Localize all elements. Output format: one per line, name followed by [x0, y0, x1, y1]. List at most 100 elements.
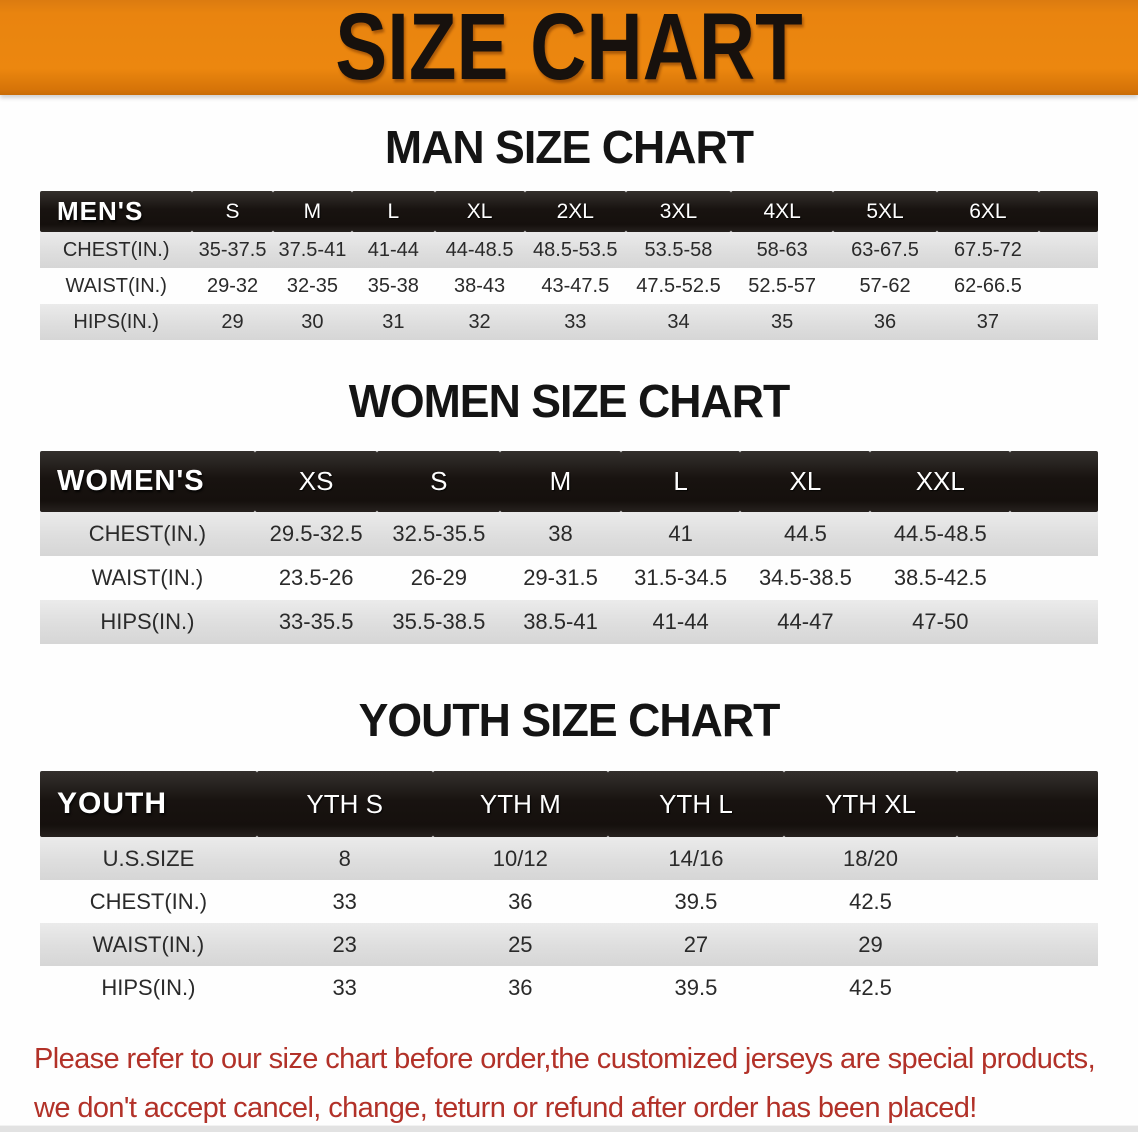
- size-value-cell: 23: [256, 923, 433, 966]
- size-value-cell: 33: [332, 974, 357, 1000]
- table-row: CHEST(IN.) 33 36 39.5 42.5: [40, 880, 1098, 923]
- table-row: CHEST(IN.) 35-37.5 37.5-41 41-44 44-48.5…: [40, 232, 1098, 268]
- size-column-header: L: [620, 451, 741, 512]
- size-value-cell: 62-66.5: [953, 274, 1022, 297]
- size-column-header: S: [377, 451, 501, 512]
- women-section: WOMEN SIZE CHART WOMEN'S XS S M L XL XXL: [0, 376, 1138, 644]
- size-value-cell: 52.5-57: [748, 274, 817, 297]
- size-value-cell: 34: [626, 304, 731, 340]
- row-label: HIPS(IN.): [40, 304, 193, 340]
- size-value-cell: 35.5-38.5: [377, 600, 501, 644]
- table-row: CHEST(IN.) 29.5-32.5 32.5-35.5 38 41 44.…: [40, 512, 1098, 556]
- filler-cell: [957, 966, 1098, 1009]
- table-row: WAIST(IN.) 23.5-26 26-29 29-31.5 31.5-34…: [40, 556, 1098, 600]
- youth-header-label: YOUTH: [40, 771, 257, 837]
- size-value-cell: 25: [432, 923, 609, 966]
- size-column-header: 3XL: [626, 191, 731, 232]
- table-row: U.S.SIZE 8 10/12 14/16 18/20: [40, 837, 1098, 880]
- size-value-cell: 29.5-32.5: [254, 512, 378, 556]
- disclaimer-line-2: we don't accept cancel, change, teturn o…: [34, 1092, 977, 1124]
- size-value-cell: 18/20: [783, 837, 958, 880]
- size-value-cell: 36: [508, 888, 533, 914]
- size-value-cell: 36: [508, 974, 533, 1000]
- table-row: HIPS(IN.) 29 30 31 32 33 34 35 36 37: [40, 304, 1098, 340]
- size-value-cell: 27: [608, 923, 784, 966]
- mens-size-table: MEN'S S M L XL 2XL 3XL 4XL 5XL 6XL CHEST…: [40, 191, 1098, 340]
- size-value-cell: 32-35: [286, 274, 338, 297]
- row-label: CHEST(IN.): [40, 232, 193, 268]
- size-value-cell: 26-29: [410, 565, 467, 590]
- table-row: WAIST(IN.) 29-32 32-35 35-38 38-43 43-47…: [40, 268, 1098, 304]
- size-value-cell: 44.5-48.5: [870, 512, 1011, 556]
- size-value-cell: 47-50: [870, 600, 1011, 644]
- size-column-header: YTH L: [608, 771, 784, 837]
- size-value-cell: 39.5: [674, 974, 718, 1000]
- size-value-cell: 34.5-38.5: [758, 565, 852, 590]
- size-value-cell: 33: [332, 888, 357, 914]
- table-row: HIPS(IN.) 33-35.5 35.5-38.5 38.5-41 41-4…: [40, 600, 1098, 644]
- filler-cell: [957, 880, 1098, 923]
- size-value-cell: 42.5: [849, 974, 892, 1000]
- youth-section: YOUTH SIZE CHART YOUTH YTH S YTH M YTH L…: [0, 695, 1138, 1009]
- size-value-cell: 32.5-35.5: [377, 512, 501, 556]
- size-column-header: S: [192, 191, 273, 232]
- filler-cell: [1039, 268, 1098, 304]
- size-column-header: L: [352, 191, 435, 232]
- size-value-cell: 48.5-53.5: [524, 232, 627, 268]
- size-column-header: 5XL: [833, 191, 937, 232]
- size-value-cell: 41-44: [352, 232, 435, 268]
- size-column-header: XL: [434, 191, 525, 232]
- row-label: WAIST(IN.): [40, 923, 257, 966]
- womens-header-label: WOMEN'S: [40, 451, 255, 512]
- size-value-cell: 29-32: [206, 274, 259, 297]
- youth-header-row: YOUTH YTH S YTH M YTH L YTH XL: [40, 771, 1098, 837]
- mens-header-label: MEN'S: [40, 191, 193, 232]
- size-value-cell: 42.5: [849, 888, 892, 914]
- size-value-cell: 38.5-41: [500, 600, 621, 644]
- size-value-cell: 58-63: [730, 232, 834, 268]
- size-column-header: XXL: [870, 451, 1011, 512]
- youth-size-table: YOUTH YTH S YTH M YTH L YTH XL U.S.SIZE …: [40, 771, 1098, 1009]
- size-value-cell: 37.5-41: [272, 232, 353, 268]
- women-section-title: WOMEN SIZE CHART: [348, 375, 791, 427]
- size-value-cell: 29: [783, 923, 958, 966]
- men-section: MAN SIZE CHART MEN'S S M L XL 2XL 3XL 4X…: [0, 122, 1138, 340]
- size-value-cell: 67.5-72: [936, 232, 1040, 268]
- table-row: WAIST(IN.) 23 25 27 29: [40, 923, 1098, 966]
- size-value-cell: 39.5: [674, 888, 718, 914]
- filler-cell: [1010, 512, 1098, 556]
- size-value-cell: 41-44: [620, 600, 741, 644]
- filler-cell: [1039, 304, 1098, 340]
- size-value-cell: 35-38: [367, 274, 419, 297]
- size-value-cell: 37: [936, 304, 1040, 340]
- size-value-cell: 63-67.5: [833, 232, 937, 268]
- filler-cell: [1010, 600, 1098, 644]
- size-value-cell: 53.5-58: [626, 232, 731, 268]
- size-column-header: 4XL: [730, 191, 834, 232]
- size-value-cell: 41: [620, 512, 741, 556]
- size-value-cell: 33-35.5: [254, 600, 378, 644]
- row-label: CHEST(IN.): [40, 512, 255, 556]
- filler-cell: [1010, 556, 1098, 600]
- womens-size-table: WOMEN'S XS S M L XL XXL CHEST(IN.) 29.5-…: [40, 451, 1098, 644]
- row-label: WAIST(IN.): [91, 565, 204, 590]
- filler-cell: [1039, 191, 1098, 232]
- size-value-cell: 10/12: [432, 837, 609, 880]
- size-value-cell: 44-48.5: [434, 232, 525, 268]
- size-column-header: 6XL: [936, 191, 1040, 232]
- size-value-cell: 35: [730, 304, 834, 340]
- size-value-cell: 29: [192, 304, 273, 340]
- size-value-cell: 8: [256, 837, 433, 880]
- size-column-header: YTH S: [256, 771, 433, 837]
- size-value-cell: 38-43: [453, 274, 506, 297]
- size-value-cell: 35-37.5: [192, 232, 273, 268]
- size-column-header: M: [500, 451, 621, 512]
- disclaimer-line-1: Please refer to our size chart before or…: [34, 1043, 1096, 1075]
- size-column-header: XS: [254, 451, 378, 512]
- size-value-cell: 38.5-42.5: [893, 565, 987, 590]
- size-value-cell: 36: [833, 304, 937, 340]
- size-column-header: 2XL: [524, 191, 627, 232]
- filler-cell: [957, 837, 1098, 880]
- womens-header-row: WOMEN'S XS S M L XL XXL: [40, 451, 1098, 512]
- size-value-cell: 44.5: [740, 512, 871, 556]
